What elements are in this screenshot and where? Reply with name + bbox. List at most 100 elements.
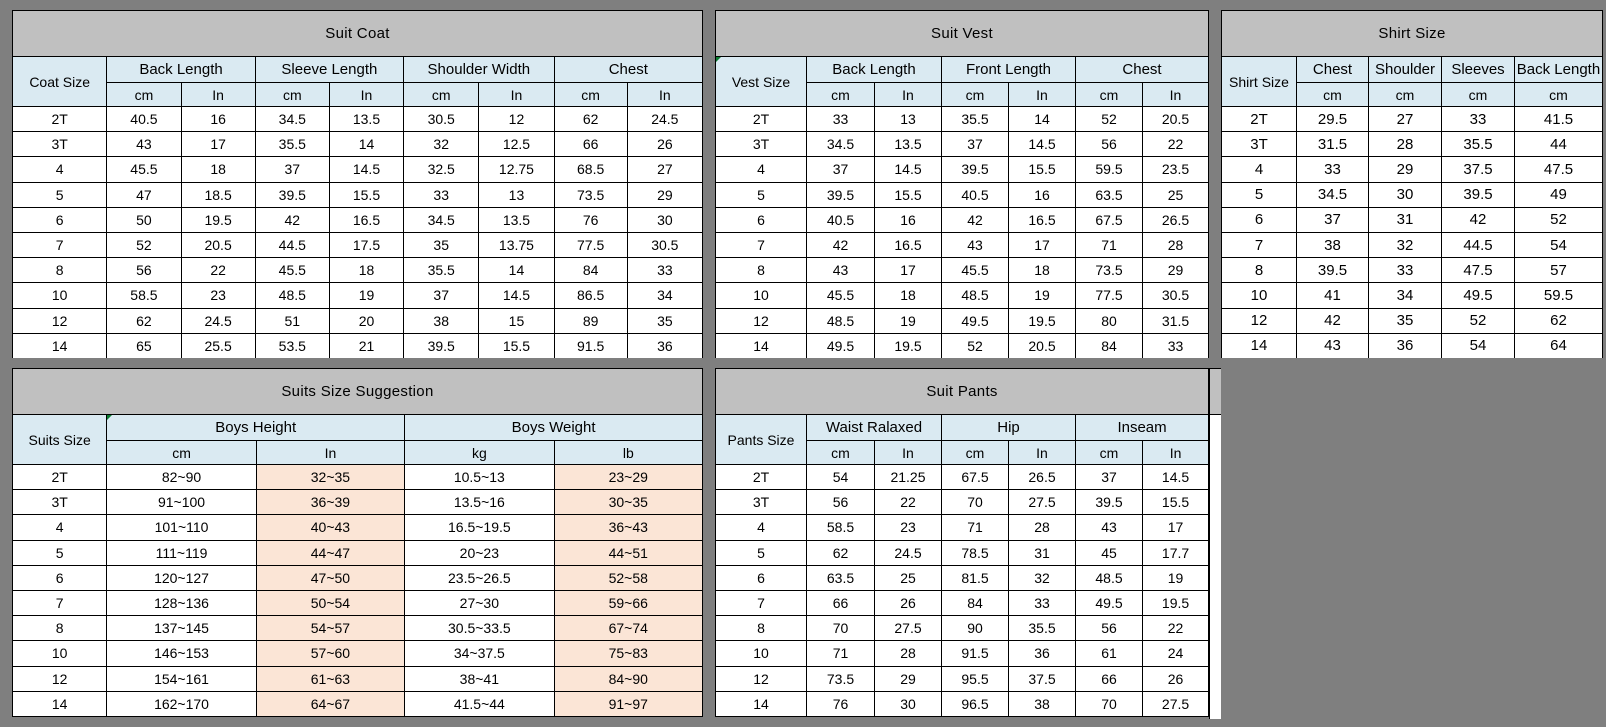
data-cell: 14.5 (1141, 463, 1209, 491)
row-size-cell: 7 (715, 589, 807, 617)
unit-header: cm (806, 82, 875, 107)
table-row: 3T 34.5 13.5 37 14.5 56 22 (715, 131, 1209, 158)
data-cell: 31.5 (1296, 131, 1369, 158)
data-cell: 18 (328, 257, 405, 284)
data-cell: 13.5 (874, 131, 942, 158)
table-row: 10 146~153 57~60 34~37.5 75~83 (11, 640, 703, 667)
row-size-cell: 5 (11, 181, 108, 208)
data-cell: 66 (553, 131, 628, 158)
data-cell: 52 (1075, 105, 1143, 133)
data-cell: 19 (1008, 282, 1076, 309)
data-cell: 52 (106, 231, 182, 259)
row-size-cell: 14 (715, 332, 807, 358)
unit-header: lb (553, 440, 703, 465)
row-size-cell: 7 (11, 231, 108, 259)
data-cell: 44~51 (553, 539, 703, 566)
data-cell: 42 (1441, 206, 1515, 233)
data-cell: 111~119 (106, 539, 257, 566)
data-cell: 23 (874, 514, 942, 541)
data-cell: 35.5 (254, 131, 330, 158)
unit-header: cm (106, 440, 257, 465)
row-size-cell: 12 (1221, 307, 1297, 334)
table-row: 8 43 17 45.5 18 73.5 29 (715, 257, 1209, 284)
data-cell: 33 (626, 257, 703, 284)
data-cell: 30.5 (403, 105, 480, 133)
data-cell: 12 (478, 105, 555, 133)
data-cell: 67.5 (1075, 206, 1143, 233)
table-row: 12 154~161 61~63 38~41 84~90 (11, 665, 703, 692)
col-group-header: Boys Weight (404, 414, 703, 441)
data-cell: 47.5 (1514, 156, 1603, 183)
data-cell: 17 (180, 131, 256, 158)
unit-header: cm (106, 82, 182, 107)
data-cell: 37 (254, 156, 330, 183)
col-header-size: Coat Size (11, 56, 108, 107)
data-cell: 21 (328, 332, 405, 358)
unit-header: cm (941, 440, 1009, 465)
row-size-cell: 14 (11, 332, 108, 358)
data-cell: 19.5 (874, 332, 942, 358)
row-size-cell: 2T (715, 463, 807, 491)
table-row: 6 40.5 16 42 16.5 67.5 26.5 (715, 206, 1209, 233)
col-group-header: Chest (553, 56, 703, 83)
table-row: 5 111~119 44~47 20~23 44~51 (11, 539, 703, 566)
data-cell: 91~97 (553, 690, 703, 717)
col-group-header: Front Length (941, 56, 1076, 83)
data-cell: 19 (1141, 564, 1209, 591)
data-cell: 33 (1441, 105, 1515, 133)
data-cell: 15.5 (1008, 156, 1076, 183)
data-cell: 66 (806, 589, 875, 617)
data-cell: 25 (874, 564, 942, 591)
col-group-header: Sleeves (1441, 56, 1515, 83)
data-cell: 50 (106, 206, 182, 233)
data-cell: 57 (1514, 257, 1603, 284)
data-cell: 20.5 (180, 231, 256, 259)
table-body: 2T 54 21.25 67.5 26.5 37 14.5 3T 56 22 70 27.5 39.5 1… (715, 463, 1209, 717)
data-cell: 162~170 (106, 690, 257, 717)
data-cell: 84 (1075, 332, 1143, 358)
row-size-cell: 6 (11, 564, 108, 591)
row-size-cell: 3T (11, 131, 108, 158)
row-size-cell: 2T (11, 105, 108, 133)
gutter-vertical-1 (703, 0, 715, 358)
data-cell: 61~63 (255, 665, 406, 692)
table-row: 4 101~110 40~43 16.5~19.5 36~43 (11, 514, 703, 541)
data-cell: 80 (1075, 307, 1143, 334)
data-cell: 39.5 (806, 181, 875, 208)
table-row: 3T 56 22 70 27.5 39.5 15.5 (715, 489, 1209, 516)
row-size-cell: 5 (715, 181, 807, 208)
data-cell: 27.5 (874, 615, 942, 642)
data-cell: 24.5 (874, 539, 942, 566)
data-cell: 29 (1141, 257, 1209, 284)
data-cell: 42 (806, 231, 875, 259)
col-header-size: Vest Size (715, 56, 807, 107)
data-cell: 39.5 (1296, 257, 1369, 284)
data-cell: 44.5 (1441, 231, 1515, 259)
data-cell: 54~57 (255, 615, 406, 642)
table-row: 14 43 36 54 64 (1221, 332, 1603, 358)
data-cell: 14 (328, 131, 405, 158)
unit-header: In (874, 440, 942, 465)
table-row: 12 73.5 29 95.5 37.5 66 26 (715, 665, 1209, 692)
gutter-vertical-3 (703, 358, 715, 727)
panel-shirt-size: Shirt Size Shirt Size Chest Shoulder Sle… (1221, 0, 1606, 358)
table-title: Shirt Size (1221, 10, 1603, 57)
data-cell: 23 (180, 282, 256, 309)
table-row: 2T 40.5 16 34.5 13.5 30.5 12 62 24.5 (11, 105, 703, 133)
data-cell: 32 (403, 131, 480, 158)
data-cell: 34.5 (254, 105, 330, 133)
data-cell: 77.5 (1075, 282, 1143, 309)
row-size-cell: 2T (1221, 105, 1297, 133)
data-cell: 64 (1514, 332, 1603, 358)
data-cell: 45.5 (941, 257, 1009, 284)
data-cell: 71 (1075, 231, 1143, 259)
comment-marker-icon (716, 57, 721, 62)
row-size-cell: 10 (715, 282, 807, 309)
measurement-title: measurement (1210, 369, 1221, 415)
data-cell: 17.5 (328, 231, 405, 259)
row-size-cell: 3T (11, 489, 108, 516)
data-cell: 34.5 (403, 206, 480, 233)
data-cell: 42 (941, 206, 1009, 233)
data-cell: 84 (941, 589, 1009, 617)
panel-suit-coat: Suit Coat Coat Size Back Length Sleeve L… (0, 0, 703, 358)
